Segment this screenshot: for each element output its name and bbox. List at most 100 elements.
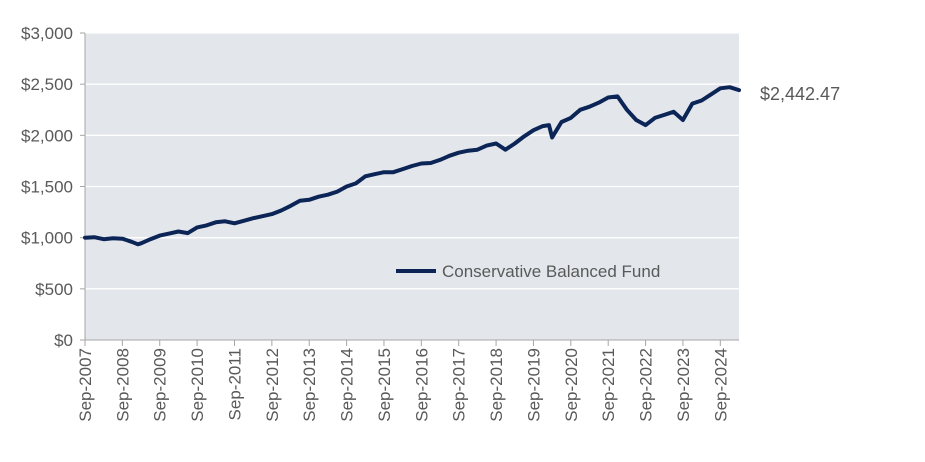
x-tick-label: Sep-2007 — [76, 348, 95, 422]
x-tick-label: Sep-2022 — [637, 348, 656, 422]
data-point — [644, 123, 648, 127]
data-point — [111, 236, 115, 240]
data-point — [363, 174, 367, 178]
data-point — [176, 229, 180, 234]
data-point — [550, 135, 554, 139]
legend: Conservative Balanced Fund — [396, 262, 660, 281]
x-tick-label: Sep-2009 — [151, 348, 170, 422]
y-tick-label: $0 — [54, 331, 73, 350]
legend-label: Conservative Balanced Fund — [442, 262, 660, 281]
data-point — [373, 172, 377, 176]
data-point — [429, 161, 433, 165]
data-point — [447, 154, 451, 158]
data-point — [136, 242, 140, 246]
data-point — [298, 199, 302, 203]
data-point — [223, 219, 227, 223]
y-tick-label: $1,500 — [21, 178, 73, 197]
data-point — [503, 148, 507, 152]
y-tick-label: $2,500 — [21, 75, 73, 94]
gridlines — [85, 32, 739, 290]
x-tick-label: Sep-2016 — [412, 348, 431, 422]
x-tick-label: Sep-2017 — [450, 348, 469, 422]
data-point — [382, 170, 386, 174]
data-point — [547, 123, 551, 127]
data-point — [279, 208, 283, 213]
data-point — [83, 236, 87, 240]
data-point — [709, 92, 713, 96]
data-point — [232, 221, 237, 225]
data-point — [242, 219, 246, 223]
data-point — [718, 86, 722, 90]
data-point — [634, 118, 638, 122]
data-point — [251, 216, 255, 220]
end-value-label: $2,442.47 — [760, 84, 840, 104]
data-point — [260, 214, 265, 218]
data-point — [326, 193, 330, 197]
data-point — [625, 108, 629, 112]
data-point — [130, 240, 134, 244]
data-point — [214, 220, 218, 224]
data-point — [466, 149, 470, 153]
data-point — [700, 98, 704, 103]
x-tick-label: Sep-2018 — [487, 348, 506, 422]
data-point — [391, 170, 395, 174]
data-point — [120, 237, 124, 241]
data-point — [335, 190, 339, 194]
data-point — [606, 95, 610, 100]
data-point — [728, 85, 732, 89]
data-point — [186, 231, 190, 235]
data-point — [737, 88, 741, 92]
data-point — [354, 181, 358, 185]
y-tick-label: $500 — [35, 280, 73, 299]
data-point — [288, 204, 293, 208]
x-tick-label: Sep-2021 — [599, 348, 618, 422]
data-point — [578, 108, 582, 112]
data-point — [485, 144, 489, 148]
data-point — [92, 235, 96, 239]
y-tick-label: $2,000 — [21, 126, 73, 145]
data-point — [494, 141, 498, 146]
y-tick-label: $1,000 — [21, 229, 73, 248]
data-point — [559, 120, 564, 124]
data-point — [270, 212, 274, 216]
x-tick-label: Sep-2023 — [674, 348, 693, 422]
x-tick-label: Sep-2011 — [225, 348, 244, 420]
series-layer — [83, 85, 741, 247]
data-point — [690, 102, 694, 106]
data-point — [615, 94, 620, 98]
data-point — [195, 225, 199, 229]
data-point — [307, 198, 311, 202]
data-point — [681, 118, 685, 122]
data-point — [672, 110, 676, 114]
data-point — [522, 134, 526, 138]
data-point — [204, 223, 209, 227]
data-point — [410, 164, 414, 168]
data-point — [401, 167, 405, 171]
data-point — [419, 161, 423, 166]
data-point — [531, 128, 536, 132]
data-point — [139, 241, 143, 245]
data-point — [167, 232, 171, 236]
data-point — [438, 158, 442, 162]
data-point — [569, 116, 573, 120]
y-tick-label: $3,000 — [21, 24, 73, 43]
data-point — [475, 148, 479, 152]
data-point — [597, 101, 601, 105]
x-axis-tick-labels: Sep-2007 Sep-2008 Sep-2009 Sep-2010 Sep-2011… — [76, 340, 730, 422]
data-point — [317, 195, 321, 199]
data-point — [587, 105, 592, 109]
y-axis-tick-labels: $0 $500 $1,000 $1,500 $2,000 $2,500 $3,000 — [21, 24, 85, 350]
x-tick-label: Sep-2013 — [300, 348, 319, 422]
data-point — [541, 124, 545, 128]
x-tick-label: Sep-2008 — [113, 348, 132, 422]
x-tick-label: Sep-2015 — [375, 348, 394, 422]
data-point — [158, 234, 162, 238]
x-tick-label: Sep-2012 — [263, 348, 282, 422]
x-tick-label: Sep-2024 — [711, 348, 730, 422]
data-point — [513, 141, 517, 146]
data-point — [102, 237, 106, 241]
x-tick-label: Sep-2019 — [524, 348, 543, 422]
data-point — [345, 184, 349, 189]
data-point — [662, 113, 666, 117]
